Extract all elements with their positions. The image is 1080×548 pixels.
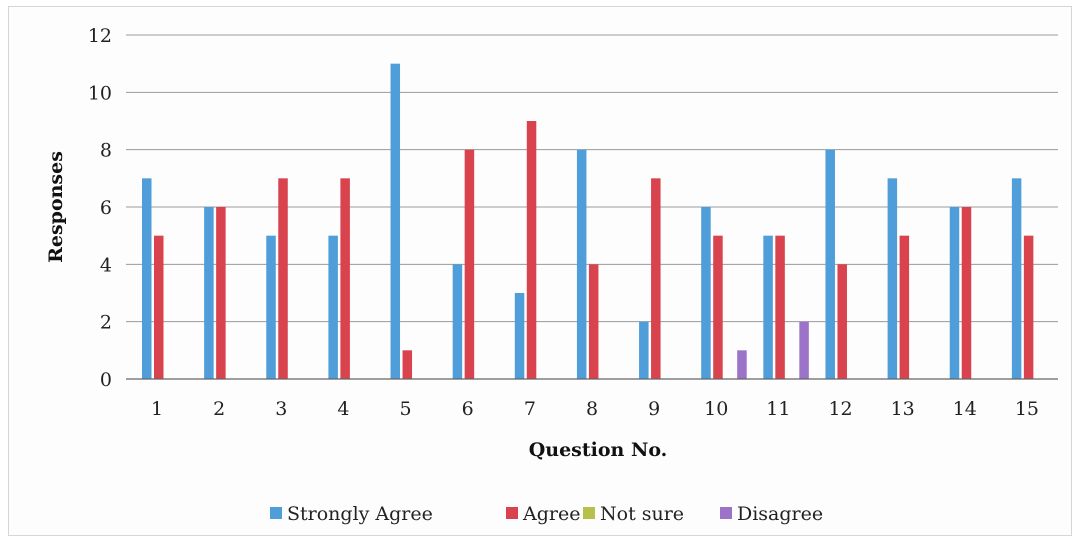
bar-strongly-agree-q9 [639,321,649,379]
legend-label: Strongly Agree [287,503,433,525]
legend-swatch [720,507,732,519]
x-tick-label: 13 [891,398,915,420]
bar-strongly-agree-q15 [1011,178,1022,379]
legend: Strongly Agree Agree Not sure Disagree [270,503,823,525]
x-tick-label: 4 [337,398,349,420]
x-tick-label: 12 [828,398,852,420]
x-tick-label: 6 [462,398,474,420]
y-tick-label: 10 [88,82,112,104]
x-tick-label: 9 [648,398,660,420]
legend-swatch [506,507,518,519]
legend-swatch [583,507,595,519]
bar-agree-q13 [899,235,910,379]
bar-disagree-q11 [799,321,809,379]
x-tick-label: 5 [400,398,412,420]
x-tick-label: 10 [704,398,728,420]
bar-strongly-agree-q14 [949,207,960,379]
y-tick-label: 6 [100,197,112,219]
legend-label: Agree [522,503,580,525]
x-tick-label: 7 [524,398,536,420]
x-tick-label: 8 [586,398,598,420]
bar-strongly-agree-q3 [266,235,276,379]
bar-strongly-agree-q5 [390,63,401,380]
bar-agree-q8 [588,264,599,379]
bar-agree-q11 [775,235,785,379]
x-tick-label: 14 [953,398,977,420]
bar-agree-q4 [340,178,350,379]
x-tick-label: 1 [151,398,163,420]
bar-agree-q1 [154,235,164,379]
bar-strongly-agree-q11 [763,235,773,379]
bar-strongly-agree-q10 [701,207,711,379]
y-tick-label: 12 [88,25,112,47]
y-tick-label: 8 [100,140,112,162]
legend-swatch [270,507,282,519]
bar-agree-q5 [402,350,413,379]
x-tick-label: 3 [275,398,287,420]
bar-strongly-agree-q12 [825,149,835,379]
bar-strongly-agree-q6 [452,264,463,379]
bar-agree-q2 [216,207,226,379]
bar-strongly-agree-q1 [142,178,152,379]
y-tick-label: 4 [100,254,112,276]
bar-strongly-agree-q13 [887,178,898,379]
bar-disagree-q10 [737,350,747,379]
x-tick-label: 11 [766,398,790,420]
bar-agree-q3 [278,178,288,379]
bars [142,63,1034,380]
y-tick-labels: 0 2 4 6 8 10 12 [88,25,112,391]
x-axis-title: Question No. [529,439,668,461]
bar-agree-q9 [651,178,661,379]
y-tick-label: 2 [100,312,112,334]
bar-strongly-agree-q4 [328,235,338,379]
x-tick-labels: 1 2 3 4 5 6 7 8 9 10 11 12 13 14 15 [151,398,1039,420]
x-tick-label: 15 [1015,398,1039,420]
bar-agree-q6 [464,149,475,379]
x-tick-label: 2 [213,398,225,420]
y-axis-title: Responses [45,151,67,263]
bar-strongly-agree-q2 [204,207,214,379]
bar-agree-q15 [1023,235,1034,379]
bar-agree-q10 [713,235,723,379]
bar-strongly-agree-q8 [576,149,587,379]
bar-agree-q7 [526,121,537,379]
bar-agree-q12 [837,264,847,379]
legend-label: Not sure [600,503,684,525]
legend-label: Disagree [737,503,823,525]
bar-strongly-agree-q7 [514,293,525,379]
y-tick-label: 0 [100,369,112,391]
bar-agree-q14 [961,207,972,379]
